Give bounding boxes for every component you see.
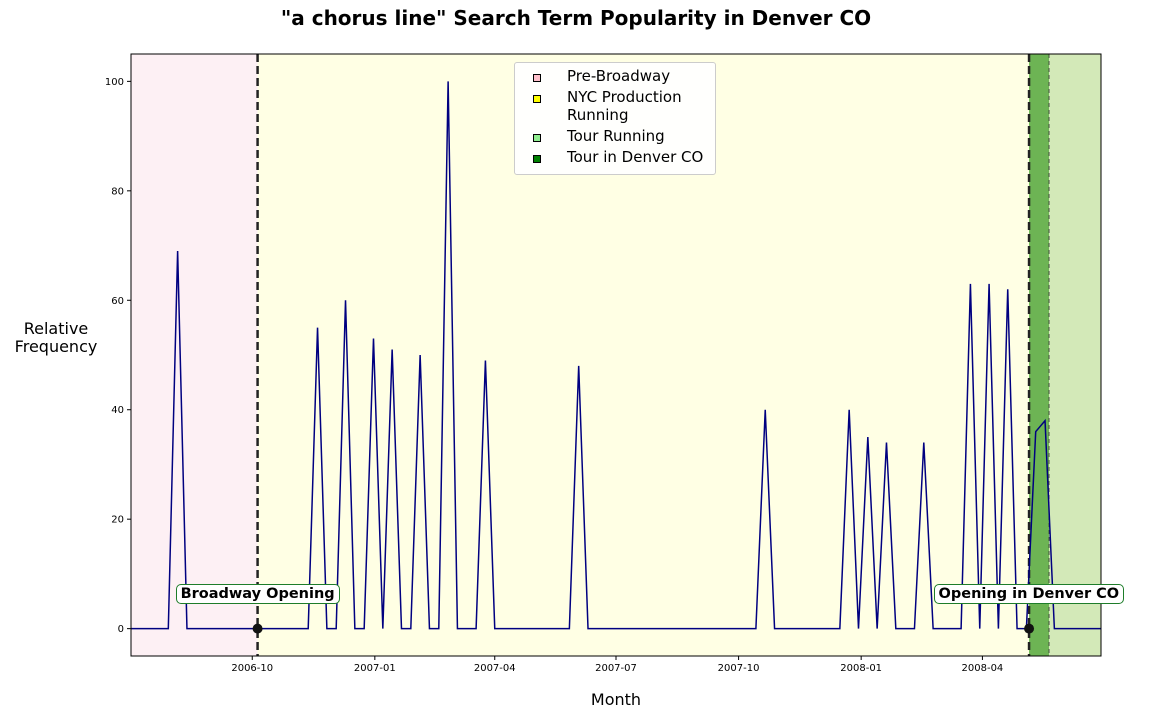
- x-tick-label: 2007-10: [718, 663, 760, 674]
- legend-item-tour-running: Tour Running: [515, 127, 715, 145]
- x-tick-label: 2008-01: [840, 663, 882, 674]
- legend-label: Pre-Broadway: [567, 67, 671, 85]
- legend-label: Tour Running: [567, 127, 665, 145]
- period-span-3: [1049, 54, 1101, 656]
- annotation-opening-denver: Opening in Denver CO: [933, 584, 1125, 604]
- period-span-0: [131, 54, 258, 656]
- x-tick-label: 2006-10: [231, 663, 273, 674]
- legend-swatch-nyc-production: [533, 95, 541, 103]
- legend-swatch-tour-denver: [533, 155, 541, 163]
- y-tick-label: 100: [105, 77, 124, 88]
- y-tick-label: 60: [111, 296, 124, 307]
- x-tick-label: 2007-04: [474, 663, 516, 674]
- legend-label: Tour in Denver CO: [567, 148, 704, 166]
- period-span-2: [1029, 54, 1050, 656]
- legend-swatch-tour-running: [533, 134, 541, 142]
- annotation-broadway-opening: Broadway Opening: [175, 584, 340, 604]
- y-tick-label: 20: [111, 515, 124, 526]
- legend-item-nyc-production: NYC Production Running: [515, 88, 715, 124]
- event-point-1: [1024, 623, 1035, 634]
- x-tick-label: 2008-04: [962, 663, 1004, 674]
- x-tick-label: 2007-07: [595, 663, 637, 674]
- legend-swatch-pre-broadway: [533, 74, 541, 82]
- y-tick-label: 40: [111, 405, 124, 416]
- legend-label: NYC Production Running: [567, 88, 682, 124]
- legend-item-tour-denver: Tour in Denver CO: [515, 148, 715, 166]
- x-axis-label: Month: [590, 690, 642, 709]
- y-tick-label: 0: [118, 624, 124, 635]
- legend-item-pre-broadway: Pre-Broadway: [515, 67, 715, 85]
- x-tick-label: 2007-01: [354, 663, 396, 674]
- y-tick-label: 80: [111, 186, 124, 197]
- y-axis-label: Relative Frequency: [14, 319, 98, 356]
- chart-title: "a chorus line" Search Term Popularity i…: [280, 6, 872, 30]
- legend: Pre-Broadway NYC Production Running Tour…: [514, 62, 716, 175]
- event-point-0: [252, 623, 263, 634]
